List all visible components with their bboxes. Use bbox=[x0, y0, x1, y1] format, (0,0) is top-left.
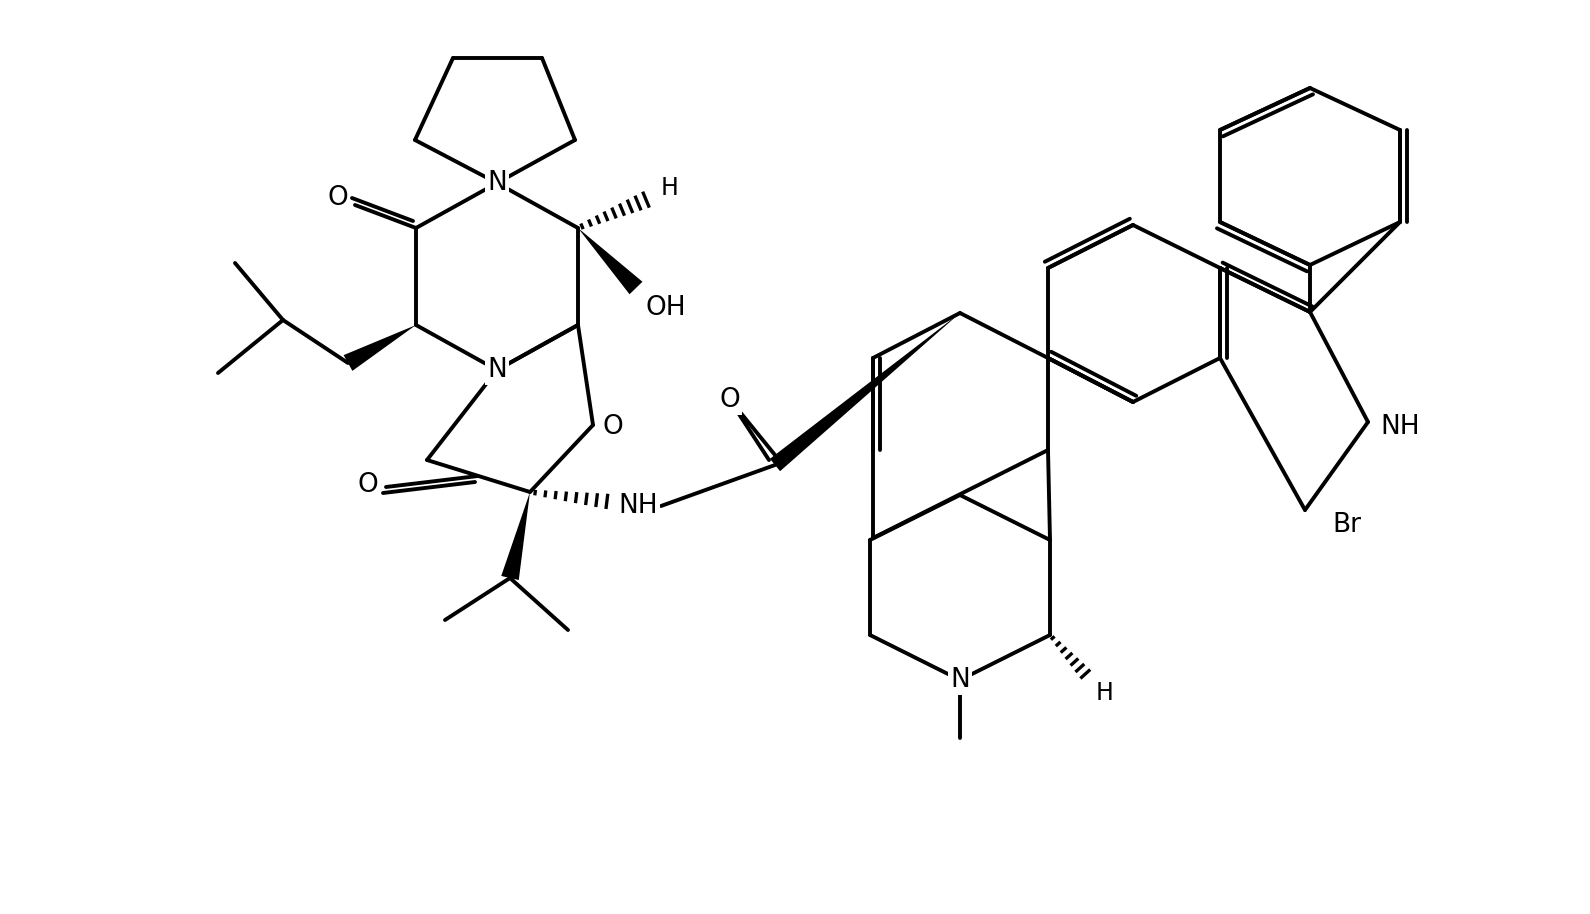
Text: NH: NH bbox=[1380, 414, 1420, 440]
PathPatch shape bbox=[501, 492, 529, 580]
Text: OH: OH bbox=[646, 295, 687, 321]
Text: O: O bbox=[720, 387, 741, 413]
Text: O: O bbox=[358, 472, 378, 498]
Text: N: N bbox=[487, 170, 507, 196]
Text: NH: NH bbox=[619, 493, 658, 519]
Text: H: H bbox=[661, 176, 679, 200]
PathPatch shape bbox=[770, 313, 960, 472]
PathPatch shape bbox=[579, 228, 642, 294]
Text: H: H bbox=[1096, 681, 1115, 705]
PathPatch shape bbox=[343, 325, 417, 371]
Text: N: N bbox=[951, 667, 970, 693]
Text: N: N bbox=[487, 357, 507, 383]
Text: O: O bbox=[328, 185, 348, 211]
Text: O: O bbox=[603, 414, 623, 440]
Text: Br: Br bbox=[1332, 512, 1361, 538]
